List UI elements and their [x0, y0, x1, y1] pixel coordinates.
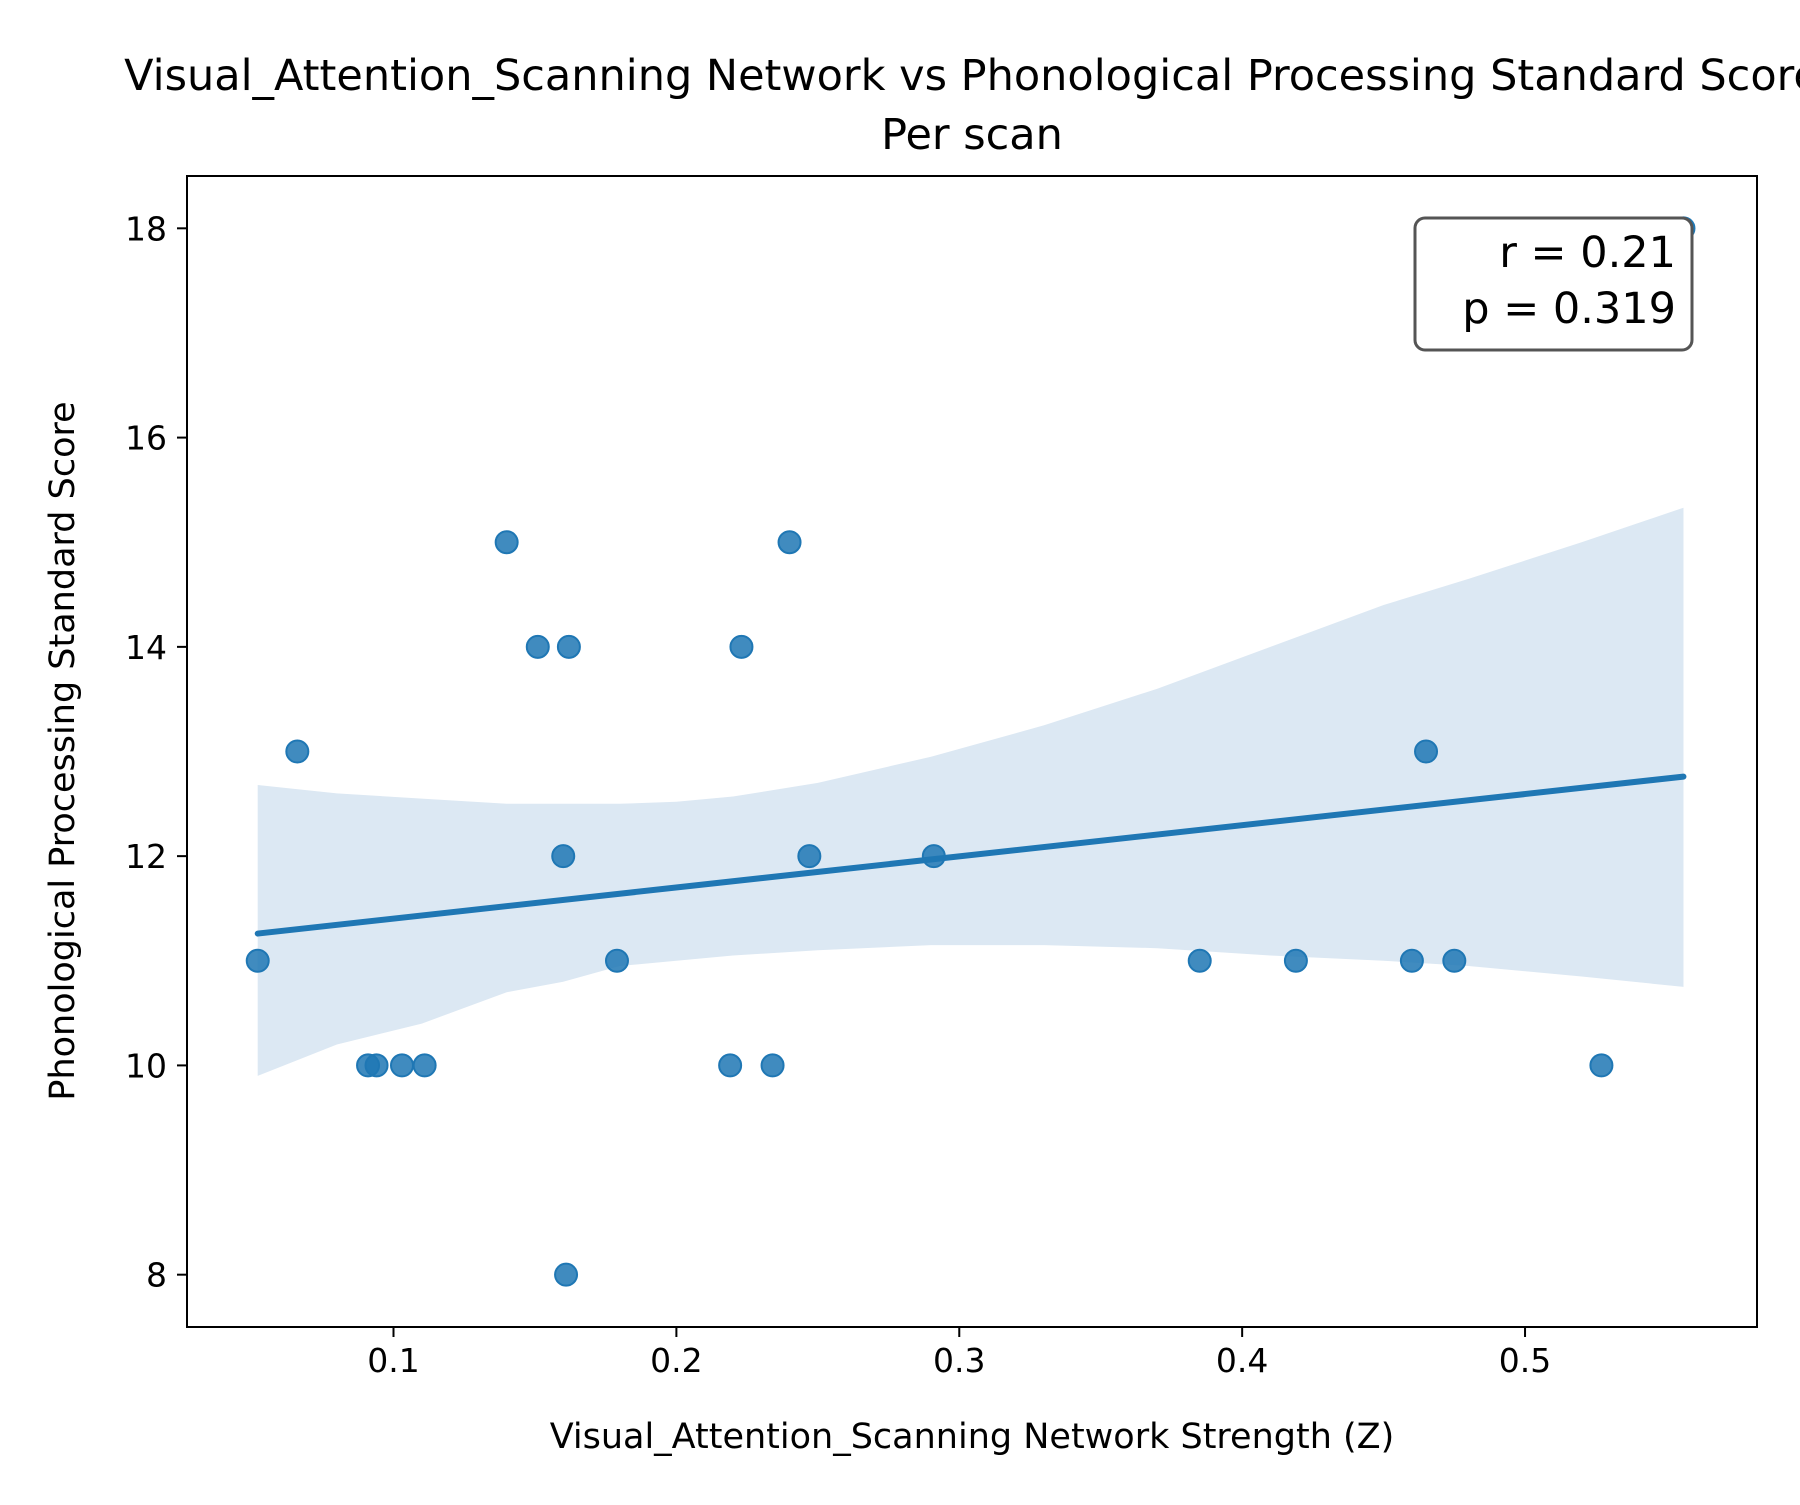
data-point — [1283, 948, 1308, 973]
data-point — [718, 1053, 743, 1078]
data-point — [1442, 948, 1467, 973]
y-tick-label: 16 — [125, 419, 167, 458]
x-tick-label: 0.2 — [650, 1341, 702, 1380]
data-point — [389, 1053, 414, 1078]
plot-area-frame — [186, 175, 1758, 1328]
data-point — [412, 1053, 437, 1078]
confidence-band-layer — [257, 507, 1684, 1076]
y-axis-label: Phonological Processing Standard Score — [43, 401, 83, 1100]
x-tick-label: 0.4 — [1216, 1341, 1268, 1380]
y-tick-label: 18 — [125, 209, 167, 248]
data-point — [604, 948, 629, 973]
data-point — [1399, 948, 1424, 973]
data-point — [245, 948, 270, 973]
y-axis-ticks: 8 10 12 14 16 18 — [125, 209, 187, 1295]
data-point — [525, 634, 550, 659]
stats-annotation-box — [1413, 216, 1694, 352]
data-point — [729, 634, 754, 659]
data-point — [1414, 739, 1439, 764]
data-point — [556, 634, 581, 659]
chart-subtitle: Per scan — [881, 110, 1063, 160]
data-point — [777, 530, 802, 555]
chart-title: Visual_Attention_Scanning Network vs Pho… — [124, 51, 1800, 101]
data-point — [494, 530, 519, 555]
data-point — [760, 1053, 785, 1078]
y-tick-label: 12 — [125, 837, 167, 876]
stats-annotation-p: p = 0.319 — [1462, 284, 1676, 334]
x-tick-label: 0.3 — [933, 1341, 985, 1380]
x-tick-label: 0.5 — [1499, 1341, 1551, 1380]
data-point — [1589, 1053, 1614, 1078]
data-point — [554, 1262, 579, 1287]
y-tick-label: 10 — [125, 1046, 167, 1085]
confidence-band — [257, 507, 1684, 1076]
regression-line — [254, 773, 1687, 937]
y-tick-label: 8 — [146, 1256, 167, 1295]
stats-annotation: r = 0.21 p = 0.319 — [1413, 216, 1694, 352]
data-point — [797, 844, 822, 869]
data-point — [921, 844, 946, 869]
data-point — [551, 844, 576, 869]
stats-annotation-r: r = 0.21 — [1499, 228, 1676, 278]
x-tick-label: 0.1 — [367, 1341, 419, 1380]
regression-line-layer — [254, 773, 1687, 937]
x-axis-label: Visual_Attention_Scanning Network Streng… — [550, 1417, 1395, 1457]
y-tick-label: 14 — [125, 628, 167, 667]
data-point — [1187, 948, 1212, 973]
x-axis-ticks: 0.1 0.2 0.3 0.4 0.5 — [367, 1327, 1551, 1380]
data-point — [285, 739, 310, 764]
data-point — [364, 1053, 389, 1078]
